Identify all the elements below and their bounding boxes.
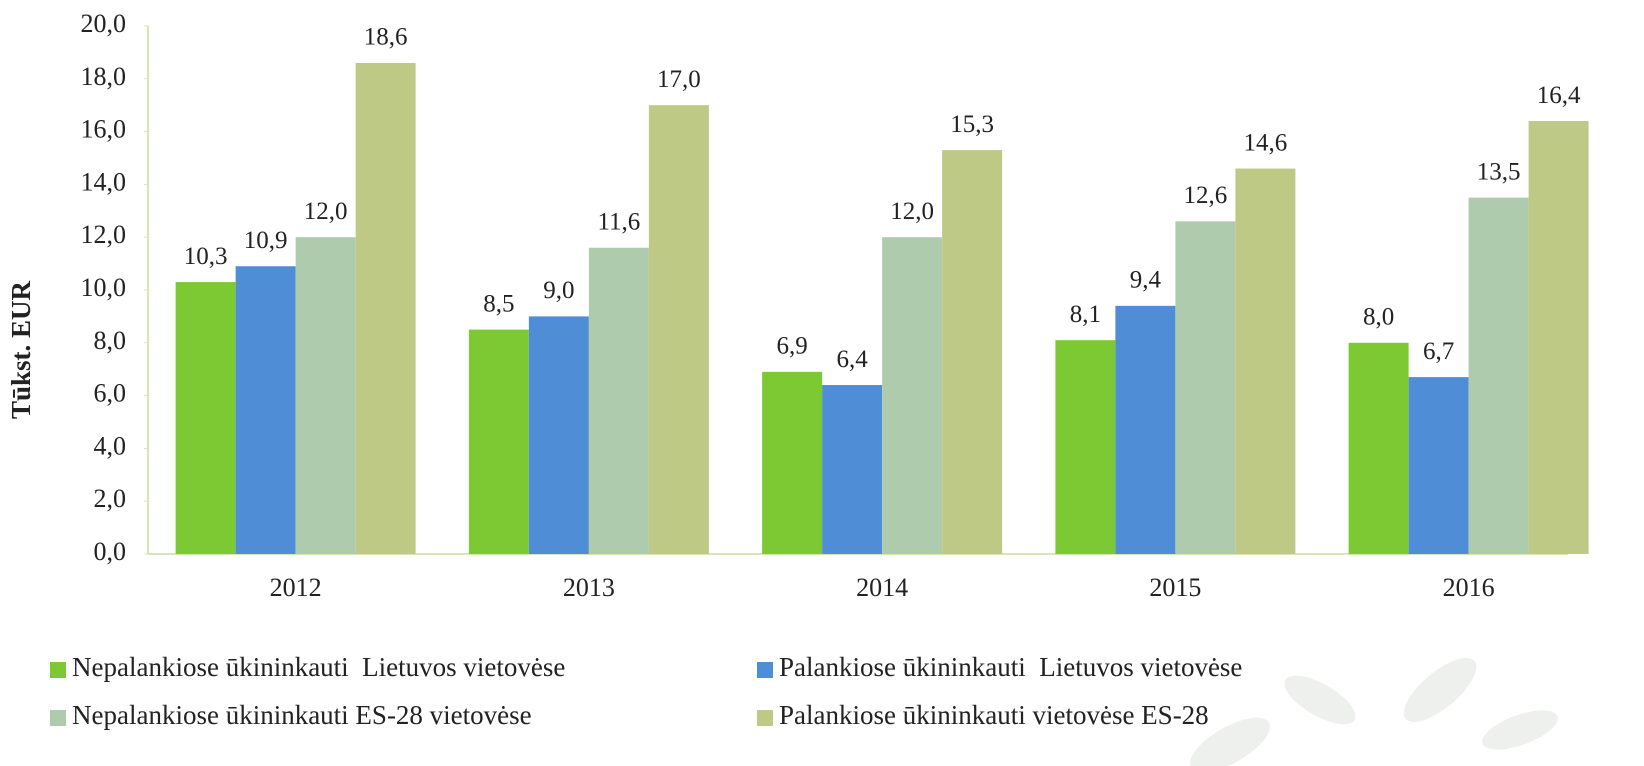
y-tick-label: 8,0 [94,326,127,355]
x-tick-label: 2014 [856,573,908,602]
legend-label: Nepalankiose ūkininkauti ES-28 vietovėse [72,700,532,730]
y-tick-label: 4,0 [94,431,127,460]
value-label: 12,0 [890,198,934,225]
value-label: 13,5 [1477,158,1521,185]
value-label: 10,9 [244,227,288,254]
x-tick-label: 2013 [563,573,615,602]
y-tick-label: 12,0 [81,220,127,249]
bar [942,150,1003,554]
bar [762,371,823,554]
value-label: 14,6 [1244,129,1288,156]
y-tick-label: 0,0 [94,537,127,566]
bar [1115,305,1176,554]
legend-label: Palankiose ūkininkauti Lietuvos vietovės… [779,652,1242,682]
y-tick-label: 16,0 [81,115,127,144]
bar [528,316,589,554]
bar [355,62,416,555]
value-label: 12,0 [304,198,348,225]
y-tick-label: 18,0 [81,62,127,91]
bar [468,329,529,554]
bar [1175,221,1236,555]
bar [1235,168,1296,554]
value-label: 6,9 [777,333,808,360]
legend-swatch [757,710,773,726]
y-tick-label: 10,0 [81,273,127,302]
bar [1348,342,1409,554]
value-label: 12,6 [1184,182,1228,209]
value-label: 6,4 [837,346,869,373]
legend-swatch [757,662,773,678]
y-tick-label: 6,0 [94,379,127,408]
bar [1528,121,1589,554]
y-tick-label: 2,0 [94,484,127,513]
x-tick-label: 2012 [270,573,322,602]
bar [175,282,236,554]
bar [882,237,943,554]
bar [235,266,296,554]
y-axis-title: Tūkst. EUR [6,280,36,419]
y-tick-label: 20,0 [81,9,127,38]
value-label: 9,4 [1130,267,1162,294]
bar [822,385,883,554]
bar [295,237,356,554]
bar [648,105,709,554]
legend-swatch [50,710,66,726]
bar [1468,197,1529,554]
value-label: 10,3 [184,243,228,270]
value-label: 9,0 [543,277,574,304]
decoration [1190,657,1558,766]
value-label: 17,0 [657,66,701,93]
bar [588,247,649,554]
value-label: 8,0 [1363,304,1394,331]
legend-label: Palankiose ūkininkauti vietovėse ES-28 [779,700,1209,730]
value-label: 6,7 [1423,338,1454,365]
bar [1055,340,1116,554]
value-label: 11,6 [597,208,640,235]
legend-swatch [50,662,66,678]
y-tick-label: 14,0 [81,167,127,196]
bar [1408,377,1469,554]
legend-label: Nepalankiose ūkininkauti Lietuvos vietov… [72,652,565,682]
x-tick-label: 2016 [1443,573,1495,602]
value-label: 15,3 [950,111,994,138]
value-label: 8,1 [1070,301,1101,328]
value-label: 8,5 [483,290,514,317]
value-label: 18,6 [364,24,408,51]
value-label: 16,4 [1537,82,1581,109]
x-tick-label: 2015 [1149,573,1201,602]
